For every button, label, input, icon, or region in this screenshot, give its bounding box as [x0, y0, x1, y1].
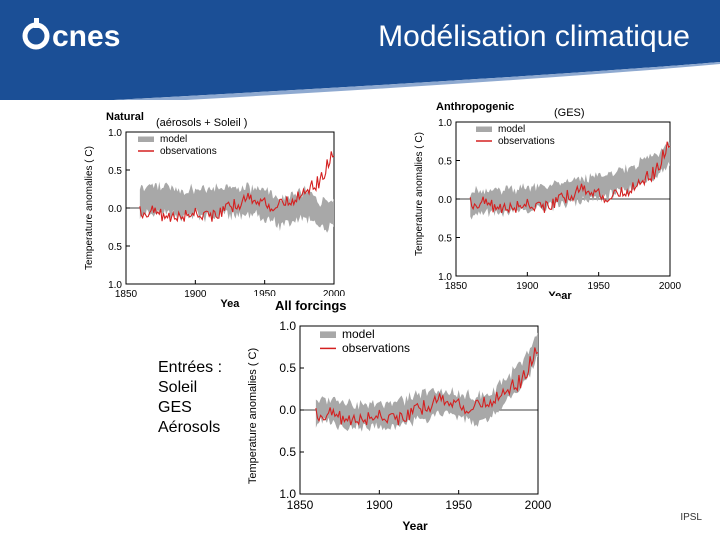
y-tick-label: 0.5	[108, 242, 122, 253]
x-tick-label: 1950	[254, 289, 277, 300]
chart-annotation: (GES)	[554, 107, 585, 119]
x-axis-label: Year	[220, 298, 244, 310]
chart-title: Natural	[106, 111, 144, 123]
logo-mark-icon	[22, 22, 50, 50]
legend-model-label: model	[498, 124, 525, 135]
y-tick-label: 0.5	[108, 166, 122, 177]
header-banner	[0, 0, 720, 100]
observations-line	[139, 151, 335, 223]
y-tick-label: 1.0	[279, 319, 296, 333]
cnes-logo: cnes	[22, 14, 142, 54]
y-axis-label: Temperature anomalies ( C)	[84, 146, 95, 270]
x-tick-label: 2000	[323, 289, 346, 300]
y-tick-label: 0.0	[438, 195, 452, 206]
logo-text: cnes	[52, 20, 120, 53]
legend-model-swatch	[320, 331, 336, 338]
y-tick-label: 1.0	[279, 487, 296, 501]
x-tick-label: 1900	[516, 281, 539, 292]
x-tick-label: 1850	[287, 498, 314, 512]
y-tick-label: 0.5	[438, 234, 452, 245]
y-tick-label: 0.5	[438, 157, 452, 168]
x-tick-label: 2000	[659, 281, 682, 292]
legend-observations-label: observations	[498, 136, 555, 147]
observations-line	[315, 347, 539, 426]
footer-source: IPSL	[680, 512, 702, 523]
x-tick-label: 2000	[525, 498, 552, 512]
legend-model-swatch	[476, 126, 492, 132]
model-band	[139, 181, 334, 233]
page-title: Modélisation climatique	[378, 20, 690, 53]
model-band	[470, 141, 670, 220]
observations-line	[469, 141, 671, 214]
chart-annotation: (aérosols + Soleil )	[156, 117, 247, 129]
chart-title: Anthropogenic	[436, 101, 514, 113]
input-item-ghg: GES	[158, 399, 192, 416]
legend-model-label: model	[160, 134, 187, 145]
legend-model-label: model	[342, 327, 375, 341]
x-tick-label: 1900	[366, 498, 393, 512]
y-tick-label: 0.5	[279, 445, 296, 459]
inputs-list: Entrées : Soleil GES Aérosols	[158, 358, 222, 438]
y-tick-label: 1.0	[108, 280, 122, 291]
legend-model-swatch	[138, 136, 154, 142]
header-background	[0, 0, 720, 100]
x-tick-label: 1900	[184, 289, 207, 300]
x-tick-label: 1850	[115, 289, 138, 300]
input-item-aerosols: Aérosols	[158, 419, 221, 436]
x-tick-label: 1950	[588, 281, 611, 292]
input-item-sun: Soleil	[158, 379, 198, 396]
x-axis-label: Year	[402, 519, 428, 533]
y-axis-label: Temperature anomalies ( C)	[414, 132, 425, 256]
y-tick-label: 1.0	[438, 118, 452, 129]
chart-title: All forcings	[275, 298, 347, 313]
y-tick-label: 1.0	[108, 128, 122, 139]
chart-natural: Natural (aérosols + Soleil ) 1.0 0.5 0.0 0.…	[80, 104, 355, 314]
y-tick-label: 1.0	[438, 272, 452, 283]
y-tick-label: 0.5	[279, 361, 296, 375]
y-axis-label: Temperature anomalies ( C)	[247, 348, 259, 484]
x-tick-label: 1950	[445, 498, 472, 512]
legend-observations-label: observations	[342, 341, 410, 355]
y-tick-label: 0.0	[279, 403, 296, 417]
legend-observations-label: observations	[160, 146, 217, 157]
y-tick-label: 0.0	[108, 204, 122, 215]
inputs-heading: Entrées :	[158, 359, 223, 376]
x-tick-label: 1850	[445, 281, 468, 292]
